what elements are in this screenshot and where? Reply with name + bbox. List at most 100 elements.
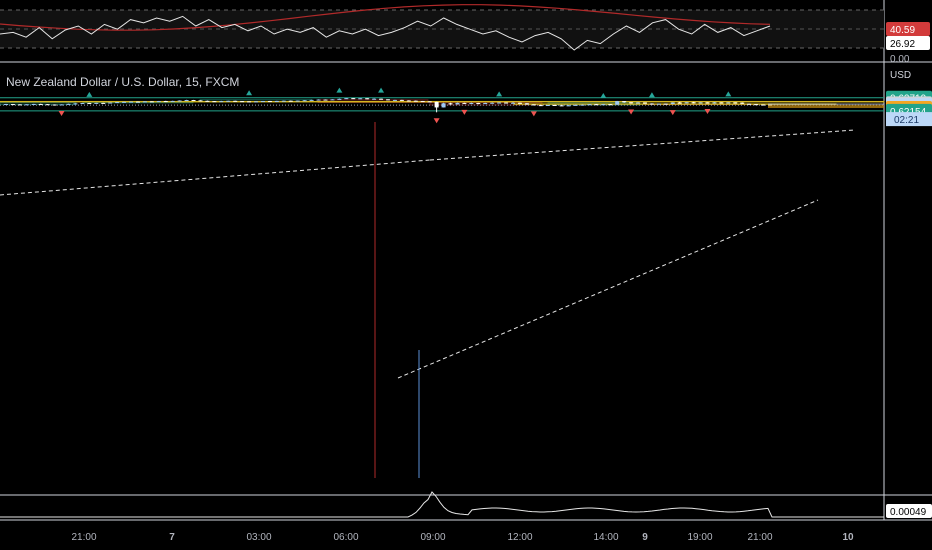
buy-signal-marker: [496, 91, 503, 97]
candle-body: [566, 105, 571, 107]
rsi-signal-line: [0, 4, 771, 31]
candle-body: [4, 104, 8, 106]
candle-body: [52, 104, 57, 106]
lower-trendline: [397, 199, 819, 379]
candle-body: [191, 100, 196, 102]
candle-body: [656, 103, 661, 105]
buy-signal-marker: [246, 90, 253, 96]
candle-body: [38, 103, 43, 105]
bottom-indicator-line: [0, 491, 884, 518]
candle-body: [740, 102, 745, 104]
candle-body: [594, 104, 599, 106]
candle-body: [10, 104, 15, 106]
candle-body: [184, 100, 189, 102]
candle-body: [330, 99, 335, 101]
rsi-value-red-bg: [886, 22, 930, 36]
sell-signal-marker: [669, 110, 676, 116]
rsi-value-red: 40.59: [890, 25, 915, 36]
time-tick-label: 21:00: [71, 532, 96, 543]
symbol-title: New Zealand Dollar / U.S. Dollar, 15, FX…: [6, 75, 240, 89]
candle-body: [476, 103, 481, 105]
buy-signal-marker: [336, 87, 343, 93]
candle-body: [726, 102, 731, 104]
candle-body: [177, 100, 182, 102]
candle-body: [629, 102, 634, 104]
candle-body: [323, 99, 328, 101]
buy-signal-marker: [86, 91, 93, 97]
candle-body: [156, 101, 161, 103]
candle-body: [469, 103, 474, 105]
sell-signal-marker: [433, 118, 440, 124]
candle-body: [427, 101, 432, 103]
candle-body: [677, 102, 682, 104]
buy-signal-marker: [648, 92, 655, 98]
candle-body: [392, 99, 397, 101]
candle-body: [163, 101, 168, 103]
candle-body: [684, 102, 689, 104]
candle-body: [101, 102, 106, 104]
candle-body: [129, 101, 134, 103]
candle-body: [399, 99, 404, 101]
candle-body: [448, 103, 453, 105]
buy-signal-marker: [378, 87, 385, 93]
sell-signal-marker: [628, 109, 635, 115]
candle-body: [108, 102, 113, 104]
candle-body: [274, 100, 279, 102]
candle-body: [615, 101, 620, 105]
bottom-indicator-value: 0.00049: [890, 507, 927, 518]
candle-body: [531, 104, 536, 106]
candle-body: [281, 100, 286, 102]
candle-body: [552, 105, 557, 107]
buy-signal-marker: [600, 92, 607, 98]
candle-body: [670, 102, 675, 104]
time-tick-label: 06:00: [333, 532, 358, 543]
currency-label: USD: [890, 70, 911, 81]
candle-body: [608, 104, 613, 106]
candle-body: [636, 102, 641, 104]
candle-body: [761, 104, 766, 106]
candle-body: [524, 103, 529, 105]
candle-body: [205, 100, 210, 102]
candle-body: [73, 103, 78, 105]
candle-body: [226, 100, 231, 102]
candle-body: [115, 102, 120, 104]
candle-body: [663, 103, 668, 105]
candle-body: [517, 102, 522, 104]
buy-signal-marker: [725, 91, 732, 97]
time-tick-label: 7: [169, 532, 175, 543]
candle-body: [580, 104, 585, 106]
candle-body: [31, 103, 36, 105]
candle-body: [344, 98, 349, 100]
candle-body: [462, 102, 467, 104]
candle-body: [66, 103, 71, 105]
time-tick-label: 14:00: [593, 532, 618, 543]
candle-body: [434, 101, 439, 108]
candle-body: [642, 102, 647, 104]
candle-body: [379, 98, 384, 100]
candle-body: [545, 105, 550, 107]
candle-body: [733, 102, 738, 104]
candle-body: [559, 105, 564, 107]
time-tick-label: 10: [842, 532, 854, 543]
candle-body: [351, 98, 356, 100]
candle-body: [45, 104, 50, 106]
candle-body: [372, 98, 377, 100]
candle-body: [587, 104, 592, 106]
candle-body: [212, 101, 217, 103]
candle-body: [198, 100, 203, 102]
candle-body: [358, 98, 363, 100]
candle-body: [260, 101, 265, 103]
candle-body: [601, 104, 606, 106]
candle-body: [691, 102, 696, 104]
candle-body: [705, 102, 710, 104]
time-tick-label: 21:00: [747, 532, 772, 543]
candle-body: [490, 102, 495, 104]
upper-trendline: [0, 159, 431, 196]
candle-body: [267, 101, 272, 103]
candle-body: [122, 101, 127, 103]
sell-signal-marker: [58, 111, 65, 117]
candle-body: [309, 99, 314, 101]
candle-body: [698, 102, 703, 104]
